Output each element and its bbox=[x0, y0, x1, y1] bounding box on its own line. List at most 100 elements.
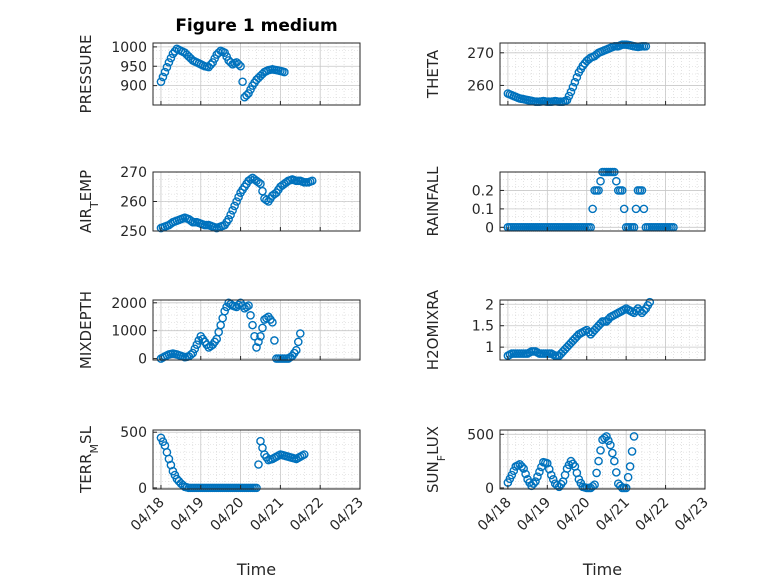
data-point bbox=[228, 206, 237, 215]
data-point bbox=[535, 467, 544, 477]
y-tick-label: 2 bbox=[485, 297, 494, 313]
data-point bbox=[543, 458, 552, 468]
data-point bbox=[254, 178, 263, 187]
data-point bbox=[594, 456, 603, 466]
data-point bbox=[238, 77, 247, 87]
y-tick-label: 250 bbox=[120, 224, 147, 240]
y-tick-label: 270 bbox=[120, 165, 147, 181]
data-point bbox=[645, 297, 655, 307]
x-tick-label: 04/18 bbox=[128, 495, 168, 535]
y-tick-label: 2000 bbox=[111, 296, 147, 312]
data-point bbox=[568, 82, 578, 92]
y-tick-label: 500 bbox=[120, 425, 147, 441]
panel-pressure: 900 950 1000 PRESSURE Figure 1 medium bbox=[77, 16, 361, 113]
y-tick-label: 900 bbox=[120, 79, 147, 95]
data-point bbox=[588, 204, 597, 214]
data-point bbox=[621, 483, 631, 493]
chart-title: Figure 1 medium bbox=[175, 16, 337, 36]
data-point bbox=[594, 186, 603, 195]
axes-box bbox=[499, 429, 706, 490]
data-point bbox=[293, 337, 303, 347]
y-tick-label: 0 bbox=[138, 481, 147, 497]
data-point bbox=[252, 343, 261, 352]
data-point bbox=[602, 432, 611, 441]
data-point bbox=[509, 466, 519, 476]
data-point bbox=[236, 61, 245, 71]
data-point bbox=[590, 480, 599, 490]
data-point bbox=[232, 197, 241, 206]
data-point bbox=[531, 477, 540, 486]
y-tick-label: 0.1 bbox=[472, 202, 494, 218]
data-point bbox=[166, 53, 176, 63]
data-point bbox=[226, 58, 235, 67]
y-tick-label: 1000 bbox=[111, 324, 147, 340]
data-point bbox=[533, 472, 542, 481]
data-point bbox=[604, 436, 613, 446]
data-point bbox=[270, 336, 279, 345]
panel-h2omixra: 1 1.5 2 H2OMIXRA bbox=[424, 289, 706, 370]
x-tick-label: 04/20 bbox=[208, 495, 248, 535]
y-tick-label: 0.2 bbox=[472, 183, 494, 199]
data-point bbox=[258, 323, 267, 333]
data-point bbox=[268, 318, 277, 327]
x-tick-label: 04/20 bbox=[554, 495, 594, 535]
y-tick-label: 0 bbox=[485, 481, 494, 497]
x-axis-label: Time bbox=[236, 560, 276, 579]
data-point bbox=[637, 186, 647, 195]
data-point bbox=[190, 344, 200, 354]
data-point bbox=[606, 440, 615, 450]
data-point bbox=[246, 175, 255, 184]
data-point bbox=[262, 195, 271, 205]
data-point bbox=[519, 464, 528, 473]
y-axis-label: THETA bbox=[424, 49, 442, 99]
data-point bbox=[517, 462, 526, 471]
panel-air_temp: 250 260 270 AIRTEMP bbox=[77, 165, 361, 240]
data-point bbox=[566, 87, 576, 97]
data-point bbox=[246, 311, 255, 320]
x-tick-label: 04/18 bbox=[475, 495, 515, 535]
panel-mixdepth: 0 1000 2000 MIXDEPTH bbox=[77, 291, 361, 369]
data-point bbox=[242, 91, 251, 100]
data-point bbox=[529, 479, 538, 488]
y-axis-label: RAINFALL bbox=[424, 166, 442, 237]
data-point bbox=[629, 432, 639, 441]
y-tick-label: 270 bbox=[467, 46, 494, 62]
y-axis-label: MIXDEPTH bbox=[77, 291, 95, 369]
data-point bbox=[280, 67, 289, 77]
axes-box bbox=[499, 299, 706, 361]
x-tick-label: 04/23 bbox=[327, 495, 367, 535]
data-point bbox=[544, 464, 554, 474]
y-tick-label: 0 bbox=[485, 220, 494, 236]
data-point bbox=[220, 306, 229, 316]
data-point bbox=[186, 350, 196, 359]
data-point bbox=[244, 301, 253, 310]
data-point bbox=[548, 475, 558, 484]
y-tick-label: 260 bbox=[467, 78, 494, 94]
data-point bbox=[619, 204, 629, 214]
data-point bbox=[588, 482, 597, 491]
data-point bbox=[252, 483, 261, 493]
data-point bbox=[639, 306, 649, 316]
plot-area bbox=[153, 430, 360, 489]
data-point bbox=[562, 95, 572, 105]
x-tick-label: 04/21 bbox=[593, 495, 633, 535]
data-point bbox=[521, 469, 530, 479]
data-point bbox=[617, 186, 627, 195]
data-point bbox=[160, 67, 170, 77]
data-point bbox=[214, 48, 223, 57]
data-point bbox=[158, 72, 168, 82]
data-point bbox=[234, 60, 243, 69]
data-point bbox=[234, 192, 243, 202]
data-point bbox=[611, 468, 621, 477]
axes-box bbox=[152, 299, 361, 361]
data-point bbox=[188, 348, 198, 358]
y-axis-label: H2OMIXRA bbox=[424, 289, 442, 370]
y-tick-label: 1 bbox=[485, 340, 494, 356]
data-point bbox=[226, 210, 235, 220]
data-point bbox=[262, 313, 271, 323]
data-point bbox=[627, 447, 637, 456]
y-tick-label: 1.5 bbox=[472, 319, 494, 335]
y-tick-label: 950 bbox=[120, 59, 147, 75]
data-point bbox=[625, 462, 635, 471]
